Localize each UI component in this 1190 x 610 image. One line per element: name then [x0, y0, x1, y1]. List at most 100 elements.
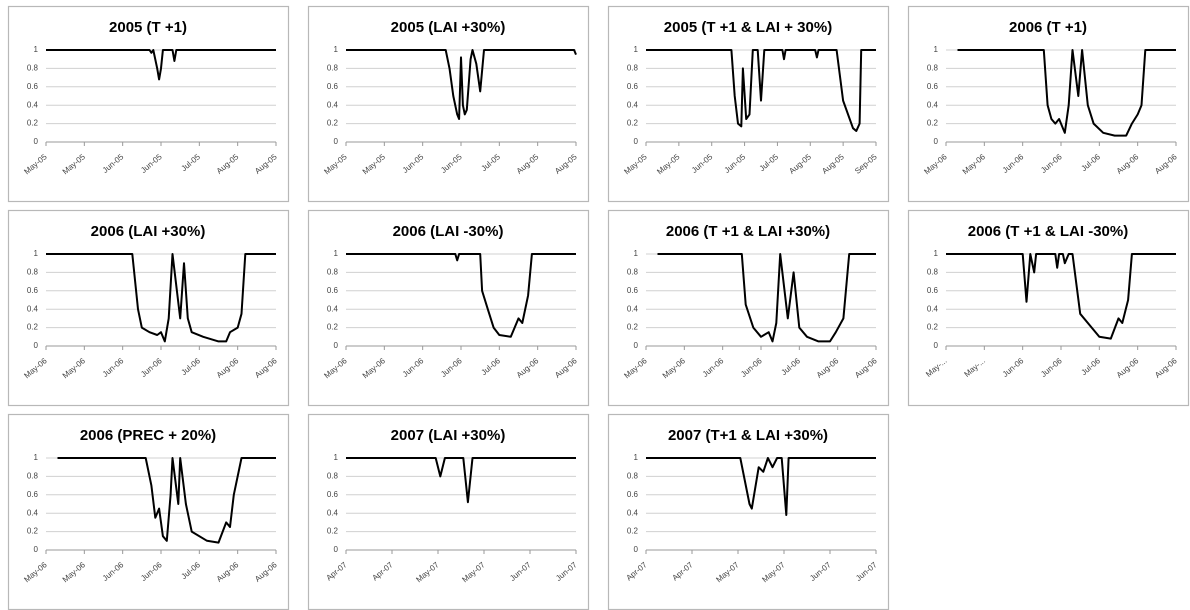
y-tick-label: 0.6 — [927, 286, 939, 295]
y-tick-label: 0.6 — [927, 82, 939, 91]
y-tick-label: 0.8 — [327, 64, 339, 73]
y-tick-label: 0.8 — [927, 268, 939, 277]
panel-frame — [7, 5, 290, 203]
data-line — [346, 49, 577, 120]
y-tick-label: 0.2 — [27, 119, 39, 128]
y-tick-label: 0.4 — [627, 508, 639, 517]
y-tick-label: 0.8 — [327, 268, 339, 277]
y-tick-label: 0 — [634, 545, 639, 554]
panel-frame — [907, 209, 1190, 407]
chart-title: 2005 (T +1 & LAI + 30%) — [664, 19, 832, 36]
panel-frame — [7, 413, 290, 610]
chart-title: 2006 (PREC + 20%) — [80, 427, 216, 444]
panel-frame — [607, 5, 890, 203]
y-tick-label: 0.4 — [927, 304, 939, 313]
y-tick-label: 0 — [634, 137, 639, 146]
y-tick-label: 0.4 — [27, 100, 39, 109]
y-tick-label: 0.2 — [627, 323, 639, 332]
y-tick-label: 0.2 — [27, 323, 39, 332]
y-tick-label: 0.6 — [627, 286, 639, 295]
y-tick-label: 1 — [634, 45, 639, 54]
y-tick-label: 1 — [634, 249, 639, 258]
y-tick-label: 0.2 — [927, 323, 939, 332]
y-tick-label: 0.8 — [927, 64, 939, 73]
y-tick-label: 0.2 — [327, 323, 339, 332]
y-tick-label: 1 — [334, 453, 339, 462]
data-line — [57, 457, 276, 544]
y-tick-label: 0.8 — [27, 268, 39, 277]
y-tick-label: 0 — [34, 545, 39, 554]
y-tick-label: 0.6 — [327, 490, 339, 499]
y-tick-label: 0 — [334, 545, 339, 554]
chart-title: 2006 (T +1) — [1009, 19, 1087, 36]
y-tick-label: 1 — [634, 453, 639, 462]
panel-frame — [607, 413, 890, 610]
y-tick-label: 0.4 — [627, 100, 639, 109]
panel-frame — [307, 413, 590, 610]
y-tick-label: 0.6 — [27, 82, 39, 91]
y-tick-label: 0.4 — [327, 100, 339, 109]
y-tick-label: 0 — [34, 341, 39, 350]
y-tick-label: 1 — [34, 45, 39, 54]
data-line — [946, 253, 1176, 340]
y-tick-label: 1 — [334, 249, 339, 258]
y-tick-label: 0.6 — [627, 490, 639, 499]
y-tick-label: 0.8 — [327, 472, 339, 481]
y-tick-label: 0.4 — [327, 304, 339, 313]
panel-frame — [307, 5, 590, 203]
y-tick-label: 0.6 — [327, 82, 339, 91]
data-line — [646, 49, 876, 132]
panel-frame — [307, 209, 590, 407]
data-line — [657, 253, 876, 343]
chart-title: 2005 (T +1) — [109, 19, 187, 36]
y-tick-label: 0 — [634, 341, 639, 350]
data-line — [46, 49, 276, 81]
chart-title: 2005 (LAI +30%) — [391, 19, 506, 36]
chart-title: 2007 (T+1 & LAI +30%) — [668, 427, 828, 444]
y-tick-label: 1 — [934, 45, 939, 54]
data-line — [957, 49, 1176, 137]
chart-title: 2006 (T +1 & LAI -30%) — [968, 223, 1128, 240]
y-tick-label: 0.6 — [27, 490, 39, 499]
y-tick-label: 0 — [334, 137, 339, 146]
y-tick-label: 1 — [34, 249, 39, 258]
y-tick-label: 0.8 — [27, 472, 39, 481]
y-tick-label: 0 — [334, 341, 339, 350]
y-tick-label: 1 — [934, 249, 939, 258]
y-tick-label: 0.2 — [327, 119, 339, 128]
y-tick-label: 0.8 — [627, 64, 639, 73]
y-tick-label: 0.2 — [627, 527, 639, 536]
data-line — [346, 253, 576, 338]
y-tick-label: 0 — [34, 137, 39, 146]
chart-title: 2006 (LAI -30%) — [393, 223, 504, 240]
y-tick-label: 0.6 — [627, 82, 639, 91]
y-tick-label: 0.4 — [627, 304, 639, 313]
y-tick-label: 0.2 — [627, 119, 639, 128]
y-tick-label: 0.6 — [327, 286, 339, 295]
y-tick-label: 0 — [934, 341, 939, 350]
chart-title: 2007 (LAI +30%) — [391, 427, 506, 444]
chart-panel: 2007 (T+1 & LAI +30%)00.20.40.60.81Apr-0… — [607, 413, 890, 610]
y-tick-label: 0.2 — [27, 527, 39, 536]
y-tick-label: 0.8 — [27, 64, 39, 73]
chart-title: 2006 (T +1 & LAI +30%) — [666, 223, 830, 240]
y-tick-label: 0.8 — [627, 472, 639, 481]
chart-title: 2006 (LAI +30%) — [91, 223, 206, 240]
y-tick-label: 0.4 — [27, 304, 39, 313]
y-tick-label: 0.4 — [927, 100, 939, 109]
y-tick-label: 0.8 — [627, 268, 639, 277]
y-tick-label: 0.4 — [27, 508, 39, 517]
y-tick-label: 0.4 — [327, 508, 339, 517]
data-line — [346, 457, 576, 504]
y-tick-label: 1 — [334, 45, 339, 54]
panel-frame — [607, 209, 890, 407]
